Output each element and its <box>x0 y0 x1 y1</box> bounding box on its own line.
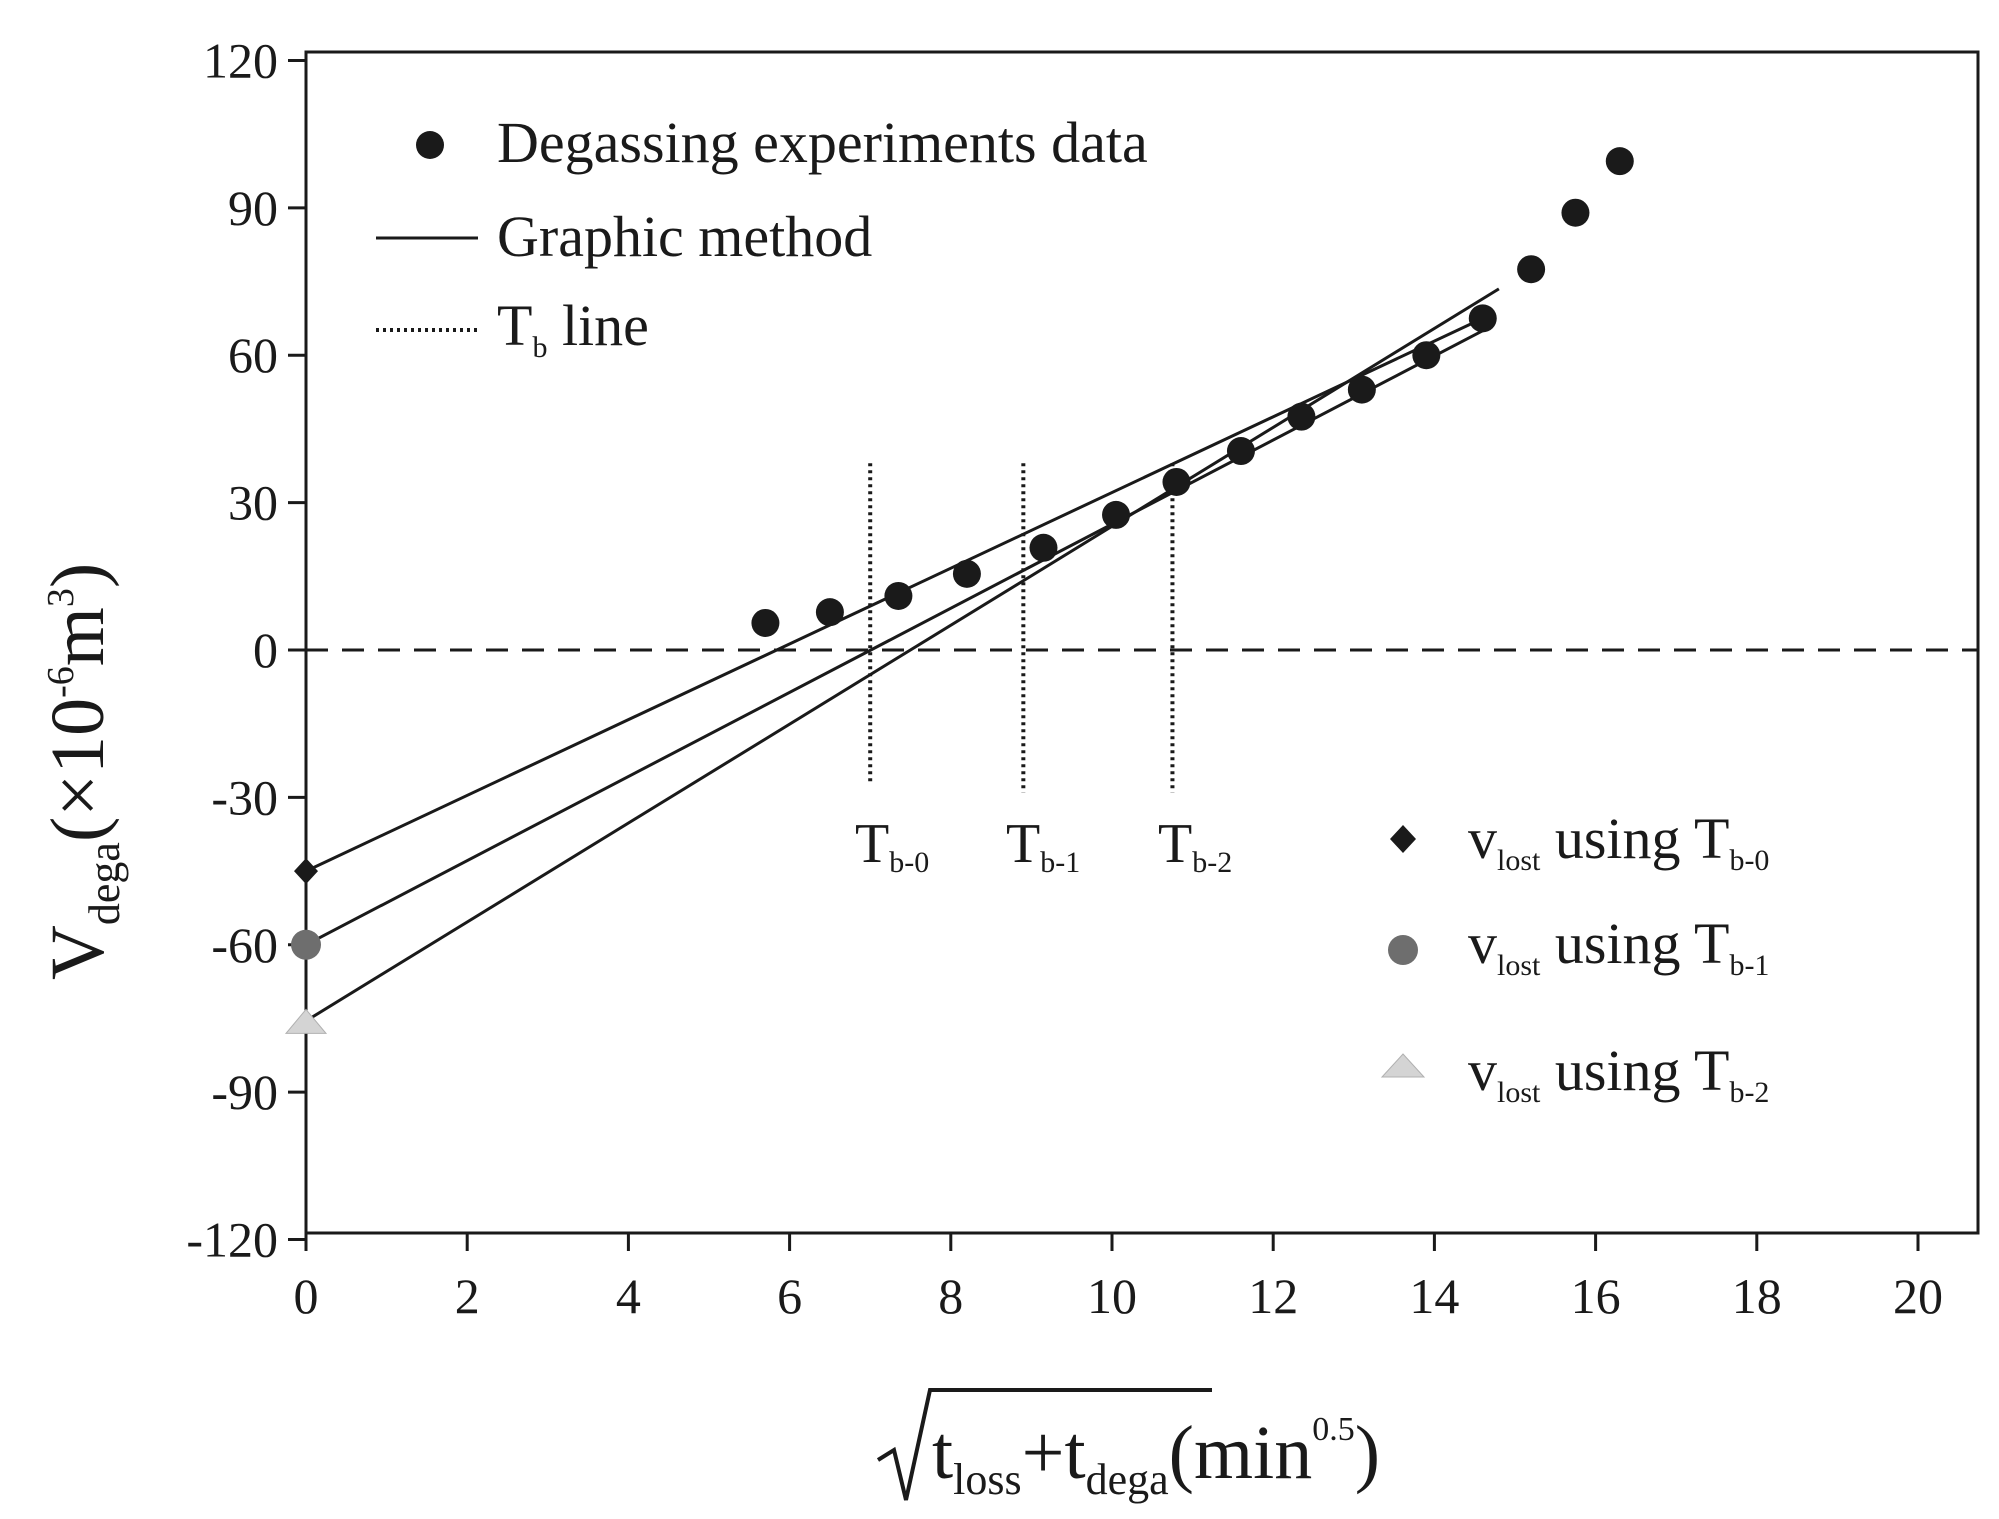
x-axis-title: tloss+tdega(min0.5) <box>876 1388 1380 1504</box>
legend-lost: vlost using Tb-0 vlost using Tb-1 vlost … <box>1380 806 1769 1109</box>
y-tick-label: 30 <box>228 475 278 531</box>
tb-annotations: Tb-0 Tb-1 Tb-2 <box>855 813 1232 879</box>
sqrt-sign <box>876 1388 1212 1501</box>
degassing-point <box>815 598 844 627</box>
degassing-point <box>751 608 780 637</box>
x-tick-label: 8 <box>938 1268 963 1324</box>
degassing-point <box>1162 467 1191 496</box>
legend-degassing-label: Degassing experiments data <box>497 110 1148 175</box>
legend-lost-1-label: vlost using Tb-1 <box>1468 911 1769 982</box>
y-tick-label: -90 <box>211 1064 278 1120</box>
legend-degassing-marker <box>416 131 444 159</box>
y-tick-label: -120 <box>186 1212 278 1268</box>
fit-line <box>305 287 1500 1023</box>
x-tick-label: 20 <box>1893 1268 1943 1324</box>
degassing-point <box>1412 341 1441 370</box>
legend-top: Degassing experiments data Graphic metho… <box>376 110 1148 364</box>
degassing-point <box>1287 402 1316 431</box>
tb-2-label: Tb-2 <box>1158 813 1232 879</box>
legend-graphic-label: Graphic method <box>497 204 872 269</box>
lost-point-circle <box>291 929 321 960</box>
x-tick-label: 14 <box>1409 1268 1459 1324</box>
legend-lost-circle-marker <box>1388 935 1418 965</box>
degassing-point <box>1605 147 1634 176</box>
plot-border <box>304 50 1980 1235</box>
x-axis-title-text: tloss+tdega(min0.5) <box>932 1411 1380 1504</box>
y-tick-label: -30 <box>211 769 278 825</box>
lost-points <box>284 858 328 1034</box>
lost-point-triangle <box>284 1008 328 1034</box>
legend-tb-label: Tb line <box>497 293 649 364</box>
y-tick-label: 0 <box>253 622 278 678</box>
legend-lost-0-label: vlost using Tb-0 <box>1468 806 1769 877</box>
legend-lost-diamond-marker <box>1390 825 1416 853</box>
degassing-point <box>952 559 981 588</box>
y-tick-label: 90 <box>228 180 278 236</box>
degassing-point <box>1029 533 1058 562</box>
plot-frame <box>304 50 1980 1235</box>
y-tick-label: 60 <box>228 327 278 383</box>
tb-0-label: Tb-0 <box>855 813 929 879</box>
y-tick-label: -60 <box>211 917 278 973</box>
x-tick-label: 2 <box>455 1268 480 1324</box>
x-tick-label: 18 <box>1732 1268 1782 1324</box>
x-tick-label: 16 <box>1571 1268 1621 1324</box>
degassing-point <box>884 581 913 610</box>
x-tick-label: 12 <box>1248 1268 1298 1324</box>
lost-point-diamond <box>294 858 318 885</box>
x-tick-label: 10 <box>1087 1268 1137 1324</box>
degassing-point <box>1226 437 1255 466</box>
fit-lines <box>305 287 1500 1023</box>
degassing-point <box>1468 304 1497 333</box>
y-axis-ticks: 120 90 60 30 0 -30 -60 -90 -120 <box>186 32 306 1268</box>
degassing-point <box>1347 375 1376 404</box>
degassing-point <box>1517 255 1546 284</box>
degassing-point <box>1102 500 1131 529</box>
tb-lines <box>868 463 1175 793</box>
y-axis-title: Vdega(×10-6m3) <box>36 563 129 980</box>
y-tick-label: 120 <box>203 32 278 88</box>
degassing-point <box>1561 198 1590 227</box>
x-tick-label: 6 <box>777 1268 802 1324</box>
tb-1-label: Tb-1 <box>1006 813 1080 879</box>
x-tick-label: 0 <box>294 1268 319 1324</box>
x-axis-ticks: 0 2 4 6 8 10 12 14 16 18 20 <box>294 1233 1943 1324</box>
legend-lost-2-label: vlost using Tb-2 <box>1468 1038 1769 1109</box>
degassing-points <box>751 147 1634 637</box>
x-tick-label: 4 <box>616 1268 641 1324</box>
legend-lost-triangle-marker <box>1380 1053 1426 1078</box>
fit-line <box>305 329 1484 947</box>
